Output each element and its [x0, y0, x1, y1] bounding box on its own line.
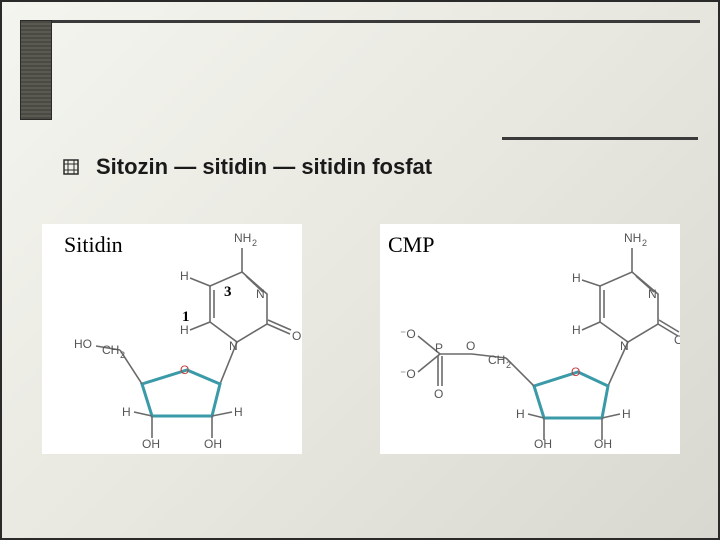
svg-text:OH: OH — [142, 437, 160, 451]
slide-title: Sitozin — sitidin — sitidin fosfat — [96, 154, 432, 180]
svg-text:OH: OH — [594, 437, 612, 451]
svg-text:⁻O: ⁻O — [400, 327, 416, 341]
slide-top-rule — [20, 20, 700, 23]
svg-text:P: P — [435, 341, 443, 355]
annotation-n1: 1 — [182, 309, 190, 326]
svg-text:CH: CH — [488, 353, 505, 367]
svg-text:O: O — [466, 339, 475, 353]
svg-text:H: H — [122, 405, 131, 419]
svg-text:N: N — [620, 339, 629, 353]
bullet-box-icon — [62, 158, 80, 176]
svg-text:2: 2 — [506, 360, 511, 370]
svg-text:OH: OH — [204, 437, 222, 451]
svg-text:OH: OH — [534, 437, 552, 451]
svg-text:N: N — [648, 287, 657, 301]
label-cmp: CMP — [388, 232, 434, 258]
label-sitidin: Sitidin — [64, 232, 123, 258]
svg-text:CH: CH — [102, 343, 119, 357]
molecule-sitidin: NH2 N N O H H O HO CH2 OH OH H H — [42, 224, 302, 454]
svg-text:H: H — [572, 323, 581, 337]
svg-text:H: H — [622, 407, 631, 421]
svg-text:O: O — [292, 329, 301, 343]
svg-text:N: N — [229, 339, 238, 353]
slide-corner-ornament — [20, 20, 52, 120]
svg-text:O: O — [180, 363, 189, 377]
svg-text:O: O — [434, 387, 443, 401]
molecule-cmp: NH2 N N O H H O P ⁻O ⁻O O O CH2 OH OH H … — [380, 224, 680, 454]
svg-text:2: 2 — [642, 238, 647, 248]
svg-text:HO: HO — [74, 337, 92, 351]
annotation-n3: 3 — [224, 284, 232, 301]
svg-text:H: H — [516, 407, 525, 421]
title-row: Sitozin — sitidin — sitidin fosfat — [62, 154, 432, 180]
svg-text:O: O — [571, 365, 580, 379]
slide-right-rule — [502, 137, 698, 140]
svg-text:O: O — [674, 333, 680, 347]
svg-text:N: N — [256, 287, 265, 301]
svg-text:H: H — [180, 269, 189, 283]
svg-text:2: 2 — [252, 238, 257, 248]
svg-text:2: 2 — [120, 350, 125, 360]
svg-text:H: H — [234, 405, 243, 419]
svg-text:⁻O: ⁻O — [400, 367, 416, 381]
svg-text:NH: NH — [624, 231, 641, 245]
svg-text:NH: NH — [234, 231, 251, 245]
svg-text:H: H — [572, 271, 581, 285]
